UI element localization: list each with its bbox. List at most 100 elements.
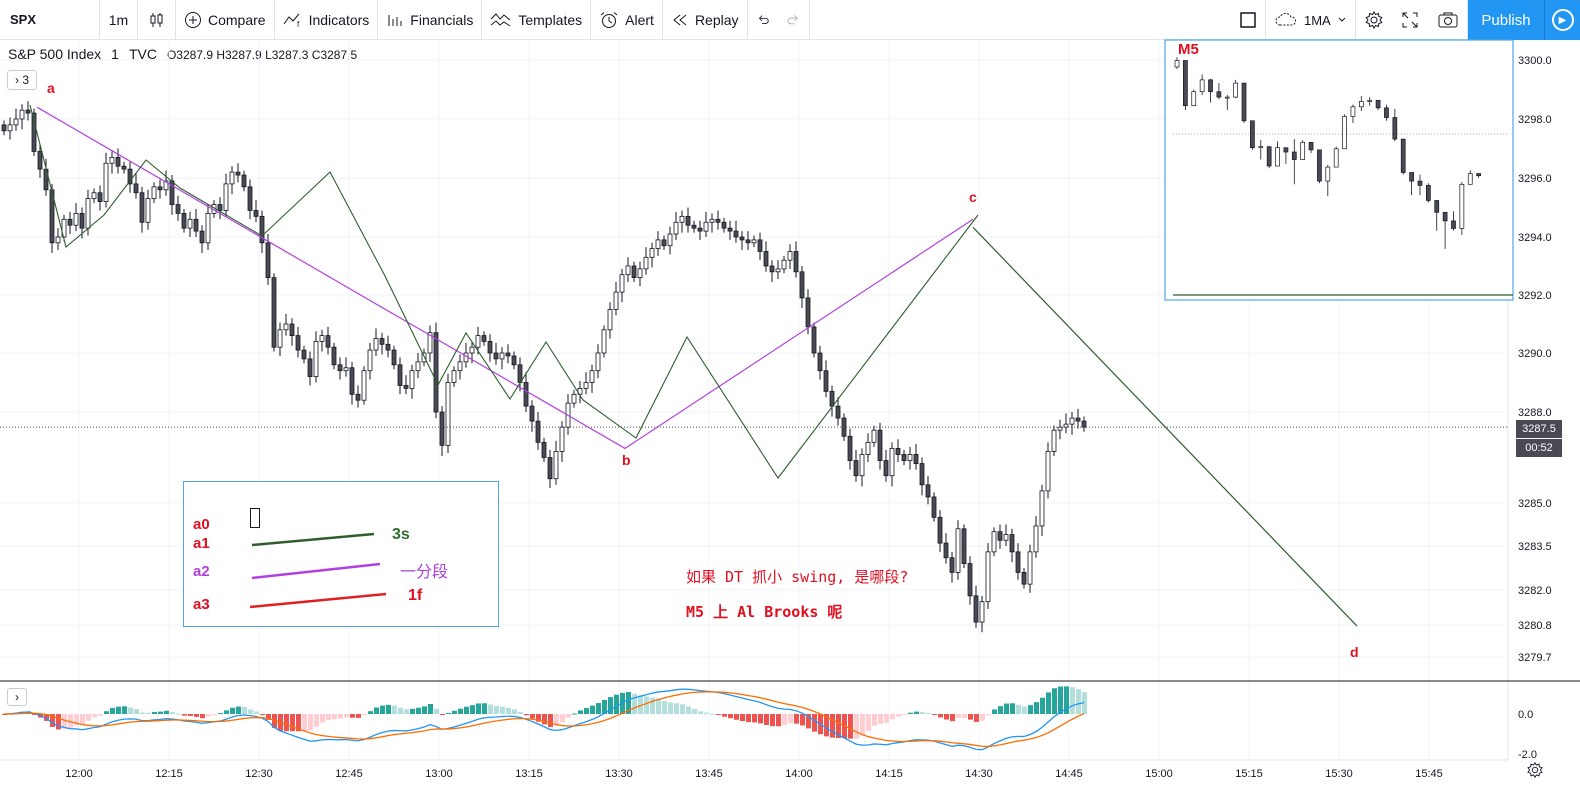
osc-histogram-bar xyxy=(332,714,337,720)
candle xyxy=(331,342,337,370)
key-a1-desc: 3s xyxy=(392,526,410,543)
osc-histogram-bar xyxy=(962,714,967,718)
financials-icon xyxy=(388,14,402,26)
candle-body xyxy=(853,460,859,477)
osc-histogram-bar xyxy=(338,714,343,719)
compare-button[interactable]: Compare xyxy=(176,0,275,40)
candle xyxy=(343,357,349,377)
candle xyxy=(1075,409,1081,429)
candle-body xyxy=(307,358,313,377)
indicators-button[interactable]: f Indicators xyxy=(275,0,379,40)
publish-menu-button[interactable]: ▶ xyxy=(1544,0,1580,40)
replay-button[interactable]: Replay xyxy=(663,0,748,40)
candle xyxy=(49,183,55,253)
osc-histogram-bar xyxy=(584,707,589,714)
candle xyxy=(847,428,853,470)
candle-body xyxy=(403,385,409,389)
layout-select[interactable]: 1MA xyxy=(1266,0,1356,40)
legend-key-box: a0 a1 a2 a3 3s 一分段 1f xyxy=(183,481,499,627)
osc-histogram-bar xyxy=(548,714,553,727)
candle xyxy=(667,226,673,255)
candle-body xyxy=(589,370,595,383)
candle xyxy=(259,210,265,253)
osc-tick-label: -2.0 xyxy=(1518,749,1537,761)
osc-histogram-bar xyxy=(314,714,319,727)
layout-button[interactable] xyxy=(1230,0,1266,40)
alert-button[interactable]: Alert xyxy=(591,0,663,40)
chart-style-button[interactable] xyxy=(138,0,176,40)
candle xyxy=(91,188,97,204)
candle-body xyxy=(457,361,463,372)
osc-histogram-bar xyxy=(392,705,397,714)
candle xyxy=(541,437,547,463)
osc-histogram-bar xyxy=(134,709,139,714)
chart-grid xyxy=(0,40,1508,760)
osc-histogram-bar xyxy=(950,714,955,722)
legend-source: TVC xyxy=(128,46,157,62)
candle xyxy=(19,104,25,130)
price-tick-label: 3280.8 xyxy=(1518,620,1552,632)
osc-collapse-button[interactable]: › xyxy=(7,688,27,706)
inset-candle xyxy=(1442,211,1448,249)
inset-candle xyxy=(1266,146,1272,169)
osc-histogram-bar xyxy=(914,711,919,714)
candle-body xyxy=(31,112,37,152)
candle-body xyxy=(511,355,517,366)
inset-candle-body xyxy=(1266,146,1272,167)
osc-histogram-bar xyxy=(272,714,277,728)
legend-close: C3287.5 xyxy=(311,48,358,62)
symbol-name[interactable]: S&P 500 Index xyxy=(8,46,102,62)
osc-histogram-bar xyxy=(872,714,877,726)
inset-candle xyxy=(1426,183,1431,203)
candle-body xyxy=(13,118,19,126)
osc-histogram-bar xyxy=(8,713,13,715)
candle xyxy=(379,332,385,355)
osc-histogram-bar xyxy=(470,705,475,714)
candle xyxy=(97,185,103,211)
candle xyxy=(349,361,355,405)
candle-body xyxy=(637,268,643,278)
candle xyxy=(619,268,625,303)
candle-body xyxy=(289,323,295,337)
interval-button[interactable]: 1m xyxy=(100,0,138,40)
redo-button[interactable] xyxy=(778,0,810,40)
osc-histogram-bar xyxy=(836,714,841,739)
candle-body xyxy=(649,248,655,258)
candle-body xyxy=(967,563,973,597)
osc-histogram-bar xyxy=(734,714,739,720)
osc-histogram-bar xyxy=(230,707,235,714)
osc-histogram-bar xyxy=(806,714,811,729)
templates-button[interactable]: Templates xyxy=(482,0,592,40)
candle-body xyxy=(343,367,349,372)
candle xyxy=(727,220,733,240)
candle xyxy=(979,595,985,633)
publish-button[interactable]: Publish xyxy=(1468,0,1544,40)
candle-body xyxy=(121,165,127,170)
candle xyxy=(1081,416,1087,432)
inset-candle-body xyxy=(1208,79,1213,93)
fullscreen-button[interactable] xyxy=(1392,0,1428,40)
osc-histogram-bar xyxy=(422,706,427,714)
indicators-collapse-button[interactable]: › 3 xyxy=(7,70,37,90)
candle xyxy=(265,234,271,285)
inset-candle-body xyxy=(1241,82,1247,122)
osc-histogram-bar xyxy=(344,714,349,718)
candle xyxy=(655,231,661,256)
inset-candle xyxy=(1208,78,1213,103)
candle-body xyxy=(613,291,619,310)
symbol-search[interactable]: SPX xyxy=(0,0,100,40)
gear-icon xyxy=(1527,761,1543,779)
financials-button[interactable]: Financials xyxy=(378,0,483,40)
screenshot-button[interactable] xyxy=(1428,0,1468,40)
candle xyxy=(703,211,709,237)
key-a2: a2 xyxy=(193,563,210,580)
settings-button[interactable] xyxy=(1356,0,1392,40)
candle xyxy=(637,261,643,287)
undo-button[interactable] xyxy=(748,0,778,40)
osc-histogram-bar xyxy=(224,710,229,714)
candle-body xyxy=(91,192,97,200)
candle xyxy=(1021,568,1027,589)
candle-body xyxy=(931,496,937,518)
axis-settings-button[interactable] xyxy=(1526,761,1546,781)
